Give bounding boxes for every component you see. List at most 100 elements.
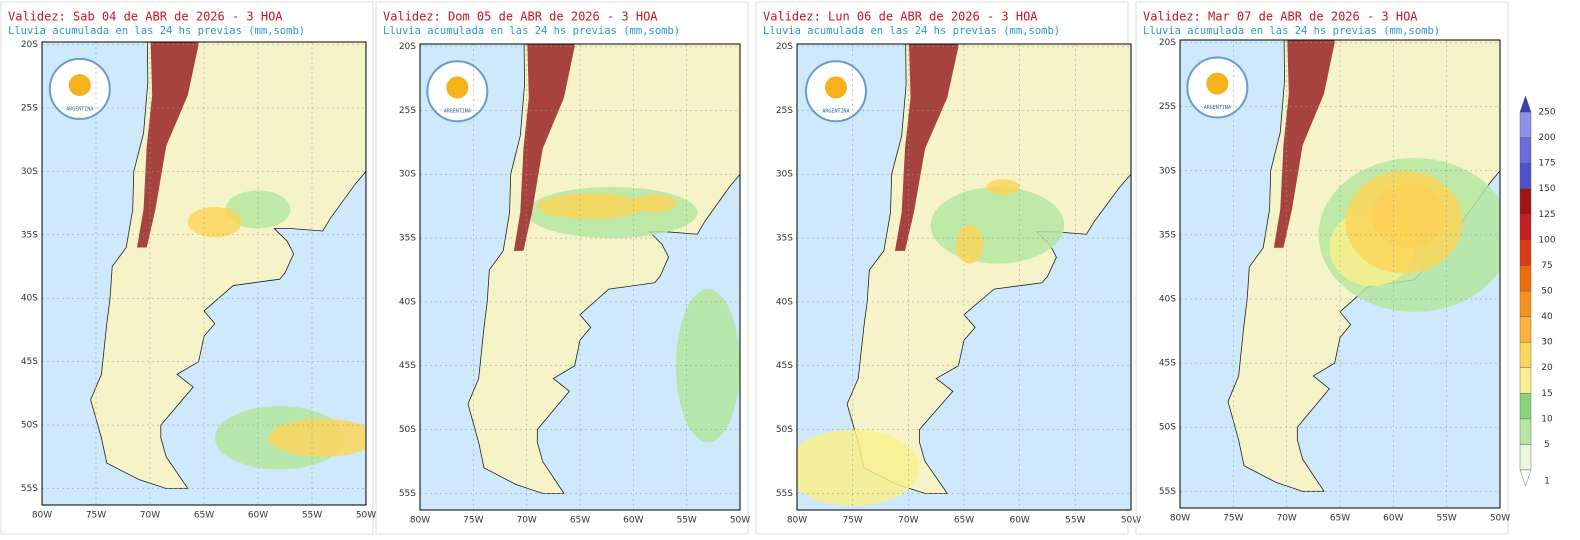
lon-label: 75W (1223, 514, 1243, 524)
lon-label: 55W (1436, 514, 1456, 524)
logo-text: ARGENTINA (66, 106, 93, 112)
colorbar-band (1519, 393, 1532, 420)
colorbar-band (1519, 418, 1532, 445)
lat-label: 20S (1159, 38, 1176, 48)
logo-sun (1206, 72, 1229, 95)
lat-label: 40S (21, 294, 38, 304)
logo-sun (824, 76, 847, 99)
rain-area (956, 225, 983, 264)
lat-label: 40S (399, 297, 416, 307)
lon-label: 70W (140, 511, 160, 521)
colorbar-band (1519, 111, 1532, 138)
lon-label: 70W (516, 516, 536, 526)
lat-label: 30S (1159, 166, 1176, 176)
lat-label: 45S (399, 361, 416, 371)
map: ARGENTINA (797, 44, 1131, 510)
lon-label: 65W (1330, 514, 1350, 524)
colorbar-band (1519, 316, 1532, 343)
lat-label: 25S (21, 103, 38, 113)
rain-area (797, 429, 920, 507)
colorbar-label: 20 (1541, 363, 1553, 373)
colorbar-label: 200 (1538, 133, 1555, 143)
rain-area (537, 193, 645, 219)
lat-label: 20S (21, 40, 38, 50)
lat-label: 50S (21, 421, 38, 431)
panel-title: Validez: Mar 07 de ABR de 2026 - 3 HOA (1143, 10, 1418, 24)
lat-label: 20S (399, 42, 416, 52)
logo-sun (446, 76, 469, 99)
andes (1273, 40, 1335, 248)
colorbar-label: 10 (1541, 414, 1553, 424)
colorbar-label: 15 (1541, 389, 1552, 399)
colorbar-label: 1 (1544, 476, 1550, 486)
lat-label: 25S (1159, 102, 1176, 112)
lat-label: 25S (776, 106, 793, 116)
lat-label: 30S (399, 170, 416, 180)
lat-label: 50S (399, 425, 416, 435)
lon-label: 75W (86, 511, 106, 521)
rain-area (633, 194, 677, 213)
colorbar-band (1519, 444, 1532, 471)
lat-label: 50S (776, 425, 793, 435)
lat-label: 40S (1159, 295, 1176, 305)
colorbar-label: 100 (1538, 235, 1555, 245)
colorbar-band (1519, 341, 1532, 368)
lon-label: 80W (1170, 514, 1190, 524)
panel-subtitle: Lluvia acumulada en las 24 hs previas (m… (8, 25, 305, 37)
lat-label: 55S (21, 484, 38, 494)
rain-area (268, 418, 366, 457)
colorbar-label: 150 (1538, 184, 1555, 194)
lon-label: 65W (954, 516, 974, 526)
logo-text: ARGENTINA (1204, 105, 1231, 111)
map: ARGENTINA (420, 44, 740, 510)
panel-frame (1135, 1, 1509, 535)
andes (894, 44, 959, 251)
panel-subtitle: Lluvia acumulada en las 24 hs previas (m… (1143, 25, 1440, 37)
lon-label: 75W (463, 516, 483, 526)
lat-label: 45S (776, 361, 793, 371)
colorbar-band (1519, 265, 1532, 292)
colorbar-band (1519, 162, 1532, 189)
colorbar-label: 75 (1541, 261, 1552, 271)
panel-subtitle: Lluvia acumulada en las 24 hs previas (m… (763, 25, 1060, 37)
lat-label: 35S (21, 230, 38, 240)
lon-label: 50W (1490, 514, 1510, 524)
panel-title: Validez: Dom 05 de ABR de 2026 - 3 HOA (383, 10, 658, 24)
lon-label: 55W (302, 511, 322, 521)
colorbar-label: 5 (1544, 440, 1550, 450)
colorbar-band (1519, 239, 1532, 266)
map: ARGENTINA (42, 42, 366, 505)
lat-label: 45S (1159, 359, 1176, 369)
rain-area (986, 179, 1020, 195)
lat-label: 35S (1159, 230, 1176, 240)
lon-label: 50W (356, 511, 376, 521)
logo-sun (68, 74, 91, 97)
panel-title: Validez: Lun 06 de ABR de 2026 - 3 HOA (763, 10, 1038, 24)
colorbar-label: 125 (1538, 210, 1555, 220)
colorbar-band (1519, 290, 1532, 317)
lat-label: 20S (776, 42, 793, 52)
lat-label: 55S (399, 489, 416, 499)
lon-label: 60W (1383, 514, 1403, 524)
rain-area (1345, 170, 1463, 274)
lat-label: 35S (399, 234, 416, 244)
lat-label: 55S (776, 489, 793, 499)
panel-frame (0, 1, 374, 535)
logo: ARGENTINA (1186, 56, 1249, 119)
colorbar-band (1519, 137, 1532, 164)
lat-label: 55S (1159, 487, 1176, 497)
map-border (796, 43, 1132, 511)
colorbar-band (1519, 214, 1532, 241)
lon-label: 80W (410, 516, 430, 526)
logo: ARGENTINA (426, 60, 489, 123)
lon-label: 55W (1065, 516, 1085, 526)
colorbar-label: 175 (1538, 159, 1555, 169)
colorbar-label: 50 (1541, 287, 1553, 297)
panel-frame (375, 1, 749, 535)
andes (137, 42, 199, 248)
lon-label: 60W (1009, 516, 1029, 526)
lon-label: 80W (787, 516, 807, 526)
lon-label: 55W (676, 516, 696, 526)
logo: ARGENTINA (48, 57, 111, 120)
